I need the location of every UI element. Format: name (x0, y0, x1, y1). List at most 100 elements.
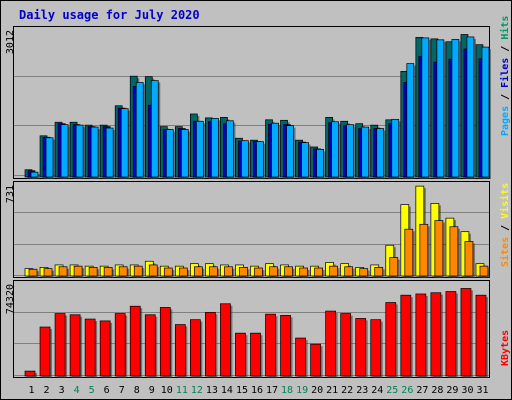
bar-pages-day-27 (421, 37, 430, 178)
bar-pages-day-17 (271, 122, 279, 178)
day-label: 25 (386, 385, 398, 396)
day-label: 16 (251, 385, 263, 396)
day-label: 18 (281, 385, 293, 396)
bar-kbytes-day-9 (144, 314, 156, 377)
y-max-label-bot: 74320 (5, 284, 16, 314)
day-label: 9 (149, 385, 155, 396)
bar-kbytes-day-28 (430, 292, 442, 377)
day-label: 7 (119, 385, 125, 396)
bar-kbytes-day-20 (310, 343, 321, 377)
bar-pages-day-28 (436, 39, 445, 178)
bar-kbytes-day-13 (205, 311, 216, 377)
bar-sites-day-22 (344, 266, 354, 277)
side-label-part: Sites (499, 237, 511, 267)
day-label: 6 (104, 385, 110, 396)
bar-sites-day-30 (464, 241, 474, 277)
bar-kbytes-day-16 (250, 332, 261, 377)
bar-pages-day-26 (406, 63, 415, 178)
bar-kbytes-day-14 (220, 303, 231, 377)
side-label-part: / (500, 88, 511, 106)
day-label: 10 (161, 385, 173, 396)
bar-kbytes-day-25 (385, 302, 397, 377)
bar-kbytes-day-12 (190, 319, 201, 377)
bar-kbytes-day-22 (340, 313, 352, 377)
kbytes-panel: 74320 KBytes (5, 280, 511, 378)
side-label-part: Visits (499, 183, 511, 219)
day-label: 26 (401, 385, 413, 396)
bar-kbytes-day-6 (99, 320, 111, 377)
day-labels: 1 2 3 4 5 6 7 8 9 10 11 12 13 14 15 16 17 18 19 20 21 22 23 24 2… (29, 385, 489, 396)
bar-pages-day-13 (211, 117, 219, 178)
bar-pages-day-1 (30, 171, 39, 178)
bar-sites-day-25 (389, 257, 399, 277)
day-label: 21 (326, 385, 338, 396)
bar-pages-day-7 (120, 108, 129, 178)
bar-pages-day-2 (45, 137, 54, 178)
bar-pages-day-21 (331, 121, 339, 178)
bar-pages-day-16 (256, 141, 264, 178)
day-label: 3 (59, 385, 65, 396)
bar-kbytes-day-23 (355, 318, 367, 377)
side-label-part: Hits (499, 16, 511, 40)
bar-pages-day-30 (466, 36, 475, 178)
bar-sites-day-27 (419, 223, 429, 277)
bar-pages-day-14 (226, 120, 234, 178)
day-label: 30 (461, 385, 473, 396)
bar-kbytes-day-19 (295, 337, 306, 377)
side-label-top: Pages / Files / Hits (499, 16, 511, 136)
side-label-part: Pages (500, 106, 511, 136)
bar-pages-day-6 (105, 127, 114, 178)
bar-sites-day-10 (163, 267, 173, 277)
bar-sites-day-14 (224, 266, 233, 277)
day-label: 27 (416, 385, 428, 396)
day-label: 5 (89, 385, 95, 396)
bar-sites-day-1 (28, 268, 38, 277)
bar-pages-day-22 (346, 124, 355, 178)
day-label: 2 (44, 385, 50, 396)
bar-kbytes-day-24 (370, 319, 382, 377)
day-label: 20 (311, 385, 323, 396)
day-label: 22 (341, 385, 353, 396)
bar-pages-day-25 (391, 118, 400, 178)
bar-sites-day-6 (103, 267, 113, 277)
side-label-part: Files (499, 58, 511, 88)
bar-pages-day-8 (135, 82, 144, 178)
bar-sites-day-15 (239, 267, 248, 277)
bar-pages-day-29 (451, 38, 460, 178)
bar-kbytes-day-2 (39, 326, 51, 377)
bar-sites-day-12 (194, 266, 203, 277)
bar-sites-day-29 (449, 226, 459, 277)
bar-kbytes-day-27 (415, 293, 427, 377)
bar-pages-day-20 (316, 149, 324, 178)
bar-sites-day-4 (73, 265, 83, 277)
bar-sites-day-9 (148, 264, 158, 277)
bar-kbytes-day-17 (265, 313, 276, 377)
bar-kbytes-day-30 (460, 288, 472, 377)
day-label: 31 (476, 385, 488, 396)
bar-kbytes-day-1 (24, 370, 36, 377)
bar-sites-day-23 (359, 268, 369, 277)
bar-kbytes-day-11 (174, 324, 186, 377)
bar-kbytes-day-4 (69, 314, 81, 377)
bar-sites-day-13 (209, 266, 218, 277)
bar-kbytes-day-26 (400, 294, 412, 377)
bar-kbytes-day-5 (84, 318, 96, 377)
day-label: 15 (236, 385, 248, 396)
day-label: 17 (266, 385, 278, 396)
day-label: 19 (296, 385, 308, 396)
bar-pages-day-12 (196, 120, 204, 178)
bar-sites-day-20 (314, 267, 323, 277)
side-label-bot: KBytes (500, 330, 511, 366)
day-label: 12 (191, 385, 203, 396)
bar-kbytes-day-15 (235, 332, 246, 377)
bar-pages-day-11 (180, 129, 189, 178)
bar-sites-day-2 (43, 268, 53, 277)
bar-kbytes-day-31 (475, 294, 487, 377)
bar-pages-day-23 (361, 126, 370, 178)
bar-pages-day-19 (301, 142, 309, 178)
side-label-mid: Sites / Visits (499, 183, 511, 267)
day-label: 14 (221, 385, 233, 396)
bar-pages-day-31 (481, 46, 490, 178)
chart-title: Daily usage for July 2020 (19, 8, 200, 22)
